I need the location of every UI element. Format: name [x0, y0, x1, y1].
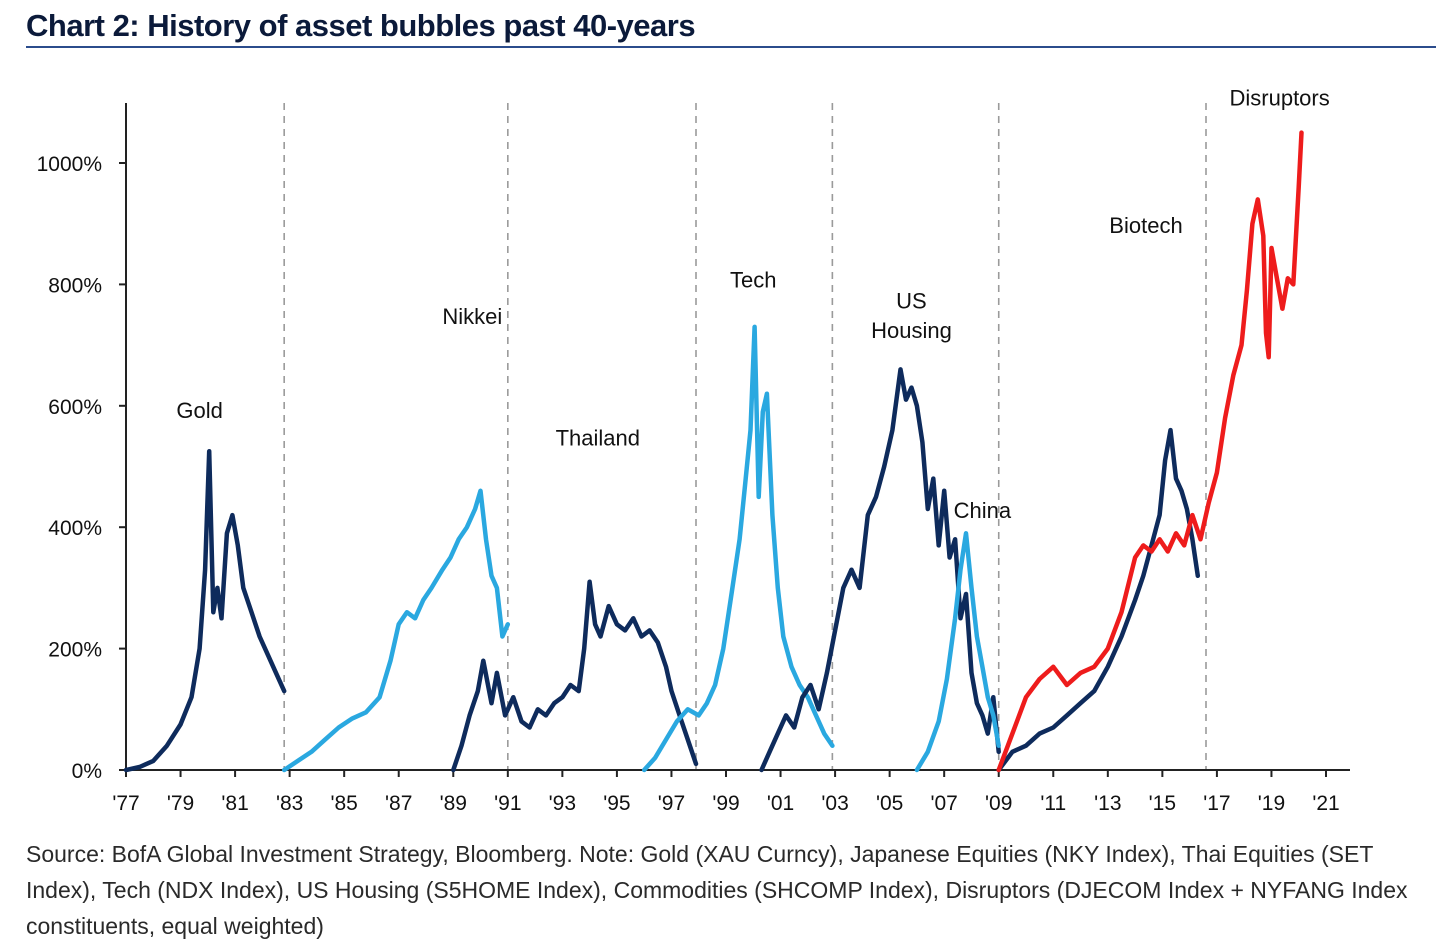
series-line-7: [996, 130, 1304, 773]
x-tick-label: '97: [658, 792, 685, 815]
y-tick-label: 400%: [48, 517, 102, 540]
bubble-labels: Gold Nikkei Thailand Tech US Housing China Biot…: [176, 85, 1329, 523]
series-line-0: [123, 449, 287, 773]
y-tick-label: 600%: [48, 396, 102, 419]
bubble-label: US: [896, 289, 927, 314]
x-tick-label: '19: [1258, 792, 1285, 815]
x-tick-label: '77: [112, 792, 139, 815]
x-tick-label: '01: [767, 792, 794, 815]
title-underline: [26, 46, 1436, 48]
x-tick-label: '15: [1149, 792, 1176, 815]
series-lines: [123, 130, 1304, 773]
y-tick-label: 800%: [48, 274, 102, 297]
x-tick-label: '09: [985, 792, 1012, 815]
bubble-label: Thailand: [556, 425, 640, 450]
x-tick-label: '07: [930, 792, 957, 815]
x-tick-label: '21: [1312, 792, 1339, 815]
bubble-label: Nikkei: [442, 304, 502, 329]
x-tick-label: '13: [1094, 792, 1121, 815]
x-tick-label: '83: [276, 792, 303, 815]
series-line-3: [641, 324, 835, 773]
series-line-6: [996, 427, 1201, 773]
x-tick-label: '95: [603, 792, 630, 815]
x-tick-label: '05: [876, 792, 903, 815]
x-tick-label: '85: [330, 792, 357, 815]
x-tick-label: '99: [712, 792, 739, 815]
y-tick-label: 200%: [48, 639, 102, 662]
source-note: Source: BofA Global Investment Strategy,…: [26, 841, 1408, 939]
x-tick-label: '03: [821, 792, 848, 815]
x-tick-label: '89: [440, 792, 467, 815]
bubble-label: Gold: [176, 398, 222, 423]
line-chart: 0%200%400%600%800%1000% '77'79'81'83'85 '…: [37, 85, 1350, 815]
chart-title: Chart 2: History of asset bubbles past 4…: [26, 8, 696, 43]
bubble-label: Tech: [730, 267, 776, 292]
divider-lines: [283, 103, 1207, 770]
y-tick-label: 1000%: [37, 153, 102, 176]
y-tick-label: 0%: [72, 760, 102, 783]
x-tick-label: '17: [1203, 792, 1230, 815]
bubble-label: Disruptors: [1230, 85, 1330, 110]
x-tick-label: '91: [494, 792, 521, 815]
series-line-1: [281, 488, 511, 773]
bubble-label: Biotech: [1109, 213, 1182, 238]
series-line-2: [451, 579, 699, 773]
axes: [125, 103, 1350, 771]
bubble-label: Housing: [871, 318, 952, 343]
series-line-5: [914, 531, 1001, 773]
x-tick-label: '79: [167, 792, 194, 815]
x-axis-ticks: '77 '79 '81 '83 '85 '87 '89 '91 '93 '95 '97 '99 '01 '…: [112, 770, 1340, 815]
x-tick-label: '87: [385, 792, 412, 815]
y-axis-ticks: 0% 200% 400% 600% 800% 1000%: [37, 153, 126, 783]
bubble-label: China: [954, 498, 1012, 523]
series-line-4: [759, 367, 1001, 773]
x-tick-label: '93: [549, 792, 576, 815]
x-tick-label: '81: [221, 792, 248, 815]
x-tick-label: '11: [1040, 792, 1066, 815]
